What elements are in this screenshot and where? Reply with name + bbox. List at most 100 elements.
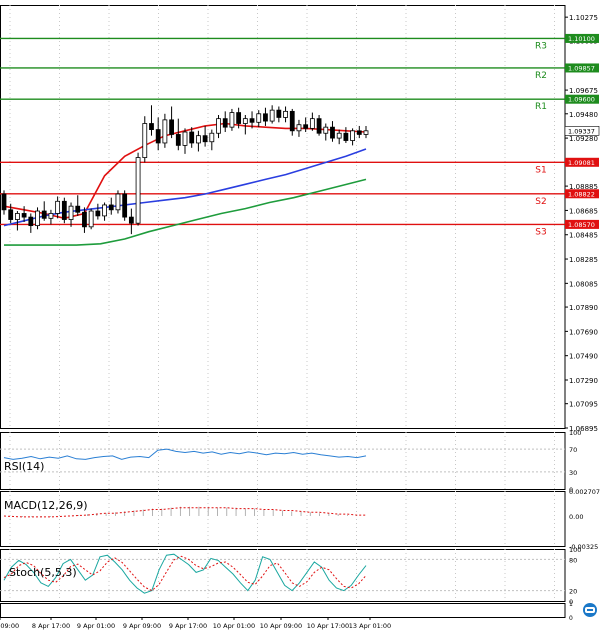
candle [162, 113, 168, 148]
candle-body [155, 129, 161, 144]
candle [330, 121, 335, 142]
candle [323, 123, 329, 141]
candle-body [343, 132, 349, 141]
candle [55, 196, 61, 219]
candle [175, 118, 181, 151]
rsi-tick-label: 100 [569, 429, 581, 437]
candle [35, 207, 40, 230]
level-price-tag [565, 157, 599, 167]
candle [61, 197, 67, 224]
candle-body [75, 205, 81, 213]
pane-frame [0, 432, 566, 490]
candle [21, 206, 27, 222]
candle-body [283, 110, 288, 118]
logo-mark-inner [587, 609, 593, 611]
candle [8, 203, 14, 224]
candle [356, 125, 362, 139]
candle-body [108, 204, 114, 211]
candle-body [256, 113, 262, 123]
time-label: 8 Apr 09:00 [0, 622, 19, 630]
candle [48, 209, 54, 225]
time-label: 10 Apr 17:00 [307, 622, 349, 630]
time-label: 9 Apr 17:00 [169, 622, 207, 630]
candle-body [263, 113, 268, 122]
candle-body [182, 131, 188, 146]
level-price-tag [565, 63, 599, 73]
price-tick-label: 1.08885 [569, 183, 598, 191]
candle [350, 128, 355, 146]
candle [169, 106, 174, 139]
price-tick-label: 1.07890 [569, 304, 598, 312]
candle [363, 125, 369, 139]
candle [115, 190, 121, 214]
level-price-label: 1.08570 [568, 221, 595, 229]
price-tick-label: 1.07690 [569, 328, 598, 336]
broker-logo [583, 603, 597, 617]
candle-body [209, 132, 215, 143]
candle-body [189, 131, 195, 144]
candle [202, 125, 208, 147]
stoch-title: Stoch(5,5,3) [9, 566, 77, 579]
level-price-label: 1.10100 [568, 35, 595, 43]
price-tick-label: 1.08485 [569, 232, 598, 240]
candle-body [330, 126, 335, 139]
candle-body [363, 130, 369, 135]
price-tick-label: 1.10275 [569, 14, 598, 22]
candle-body [323, 126, 329, 134]
level-name-s1: S1 [535, 165, 546, 175]
pane-frame [0, 491, 566, 547]
stoch-signal-line [3, 555, 367, 592]
rsi-tick-label: 70 [569, 446, 577, 454]
level-price-label: 1.09857 [568, 64, 595, 72]
price-tick-label: 1.09675 [569, 87, 598, 95]
candle [263, 107, 268, 126]
candle [28, 213, 34, 233]
price-tick-label: 1.08085 [569, 280, 598, 288]
level-price-tag [565, 219, 599, 229]
candle [95, 203, 101, 220]
candle [108, 197, 114, 215]
candle-body [236, 112, 242, 124]
candle [149, 105, 154, 136]
macd-signal-line [3, 507, 366, 518]
candle-body [61, 200, 67, 220]
candle [155, 117, 161, 151]
candle-body [303, 124, 309, 129]
stoch-main-line [3, 553, 367, 594]
candle-body [128, 216, 134, 224]
price-tick-label: 1.09280 [569, 135, 598, 143]
candle-body [95, 210, 101, 217]
candle [209, 129, 215, 151]
stoch-tick-label: 0 [569, 598, 573, 606]
candle [289, 108, 295, 136]
candle-body [115, 193, 121, 211]
pane-frame [0, 549, 566, 602]
candle-body [356, 130, 362, 135]
level-price-tag [565, 94, 599, 104]
stoch-tick-label: 80 [569, 556, 577, 564]
candle-body [229, 112, 235, 128]
candle-body [55, 200, 61, 214]
level-price-label: 1.09600 [568, 96, 595, 104]
time-label: 9 Apr 09:00 [123, 622, 161, 630]
candle [249, 111, 255, 129]
candle-body [149, 123, 154, 130]
level-name-r2: R2 [535, 71, 547, 81]
candle [269, 105, 275, 124]
moving-average-line [4, 178, 367, 246]
candle-body [82, 211, 87, 228]
price-tick-label: 1.07095 [569, 401, 598, 409]
extra-indicator-pane: 10 [0, 601, 573, 622]
candle [303, 117, 309, 133]
candle [142, 116, 148, 163]
candle-body [296, 124, 302, 132]
current-price-tag [564, 126, 600, 136]
candle [82, 207, 87, 233]
price-tick-label: 1.06895 [569, 425, 598, 433]
candle-body [276, 109, 282, 118]
extra-tick-label: 0 [569, 615, 573, 622]
candle-body [122, 193, 128, 218]
level-name-r3: R3 [535, 41, 547, 51]
candle [122, 190, 128, 221]
candle [343, 127, 349, 143]
